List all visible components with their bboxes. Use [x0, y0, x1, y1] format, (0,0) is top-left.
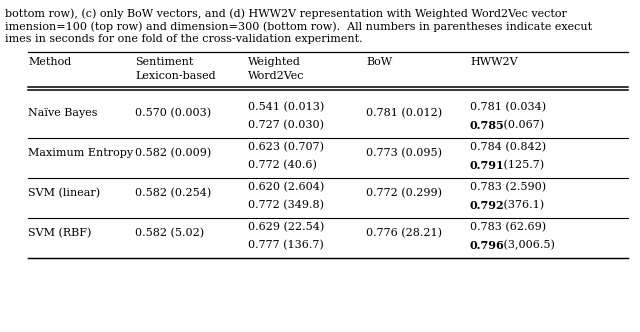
Text: 0.791: 0.791: [470, 160, 504, 171]
Text: 0.582 (0.254): 0.582 (0.254): [135, 188, 211, 198]
Text: Lexicon-based: Lexicon-based: [135, 71, 216, 81]
Text: (3,006.5): (3,006.5): [500, 240, 555, 250]
Text: SVM (RBF): SVM (RBF): [28, 228, 92, 238]
Text: (125.7): (125.7): [500, 160, 544, 170]
Text: Sentiment: Sentiment: [135, 57, 193, 67]
Text: 0.781 (0.012): 0.781 (0.012): [366, 108, 442, 118]
Text: 0.777 (136.7): 0.777 (136.7): [248, 240, 324, 250]
Text: 0.796: 0.796: [470, 240, 505, 251]
Text: Word2Vec: Word2Vec: [248, 71, 305, 81]
Text: imension=100 (top row) and dimension=300 (bottom row).  All numbers in parenthes: imension=100 (top row) and dimension=300…: [5, 21, 592, 32]
Text: 0.773 (0.095): 0.773 (0.095): [366, 148, 442, 158]
Text: 0.629 (22.54): 0.629 (22.54): [248, 222, 324, 232]
Text: imes in seconds for one fold of the cross-validation experiment.: imes in seconds for one fold of the cros…: [5, 34, 363, 44]
Text: Maximum Entropy: Maximum Entropy: [28, 148, 133, 158]
Text: SVM (linear): SVM (linear): [28, 188, 100, 198]
Text: 0.785: 0.785: [470, 120, 505, 131]
Text: 0.620 (2.604): 0.620 (2.604): [248, 182, 324, 192]
Text: 0.781 (0.034): 0.781 (0.034): [470, 102, 546, 112]
Text: 0.623 (0.707): 0.623 (0.707): [248, 142, 324, 152]
Text: 0.792: 0.792: [470, 200, 504, 211]
Text: HWW2V: HWW2V: [470, 57, 518, 67]
Text: 0.541 (0.013): 0.541 (0.013): [248, 102, 324, 112]
Text: Method: Method: [28, 57, 71, 67]
Text: (0.067): (0.067): [500, 120, 544, 130]
Text: 0.772 (349.8): 0.772 (349.8): [248, 200, 324, 210]
Text: Weighted: Weighted: [248, 57, 301, 67]
Text: 0.783 (62.69): 0.783 (62.69): [470, 222, 546, 232]
Text: 0.772 (40.6): 0.772 (40.6): [248, 160, 317, 170]
Text: BoW: BoW: [366, 57, 392, 67]
Text: 0.783 (2.590): 0.783 (2.590): [470, 182, 546, 192]
Text: 0.727 (0.030): 0.727 (0.030): [248, 120, 324, 130]
Text: 0.776 (28.21): 0.776 (28.21): [366, 228, 442, 238]
Text: (376.1): (376.1): [500, 200, 544, 210]
Text: Naïve Bayes: Naïve Bayes: [28, 108, 97, 118]
Text: 0.582 (5.02): 0.582 (5.02): [135, 228, 204, 238]
Text: 0.784 (0.842): 0.784 (0.842): [470, 142, 546, 152]
Text: 0.772 (0.299): 0.772 (0.299): [366, 188, 442, 198]
Text: 0.582 (0.009): 0.582 (0.009): [135, 148, 211, 158]
Text: bottom row), (c) only BoW vectors, and (d) HWW2V representation with Weighted Wo: bottom row), (c) only BoW vectors, and (…: [5, 8, 567, 19]
Text: 0.570 (0.003): 0.570 (0.003): [135, 108, 211, 118]
